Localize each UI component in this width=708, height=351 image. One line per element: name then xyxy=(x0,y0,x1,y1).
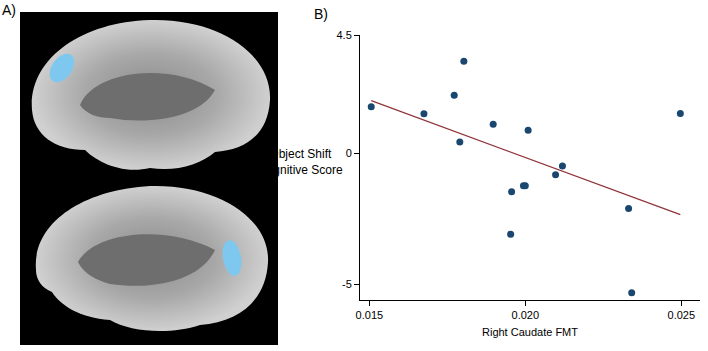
html-text:A): A) xyxy=(2,2,16,18)
svg-text:Right Caudate FMT: Right Caudate FMT xyxy=(482,326,578,338)
svg-text:0.025: 0.025 xyxy=(668,309,696,321)
svg-text:4.5: 4.5 xyxy=(337,29,352,41)
svg-text:-5: -5 xyxy=(342,278,352,290)
svg-text:0.015: 0.015 xyxy=(356,309,384,321)
svg-text:Object ShiftCognitive Score: Object ShiftCognitive Score xyxy=(258,147,343,177)
svg-text:0.020: 0.020 xyxy=(512,309,540,321)
html-text:B): B) xyxy=(314,6,328,22)
svg-text:0: 0 xyxy=(346,147,352,159)
